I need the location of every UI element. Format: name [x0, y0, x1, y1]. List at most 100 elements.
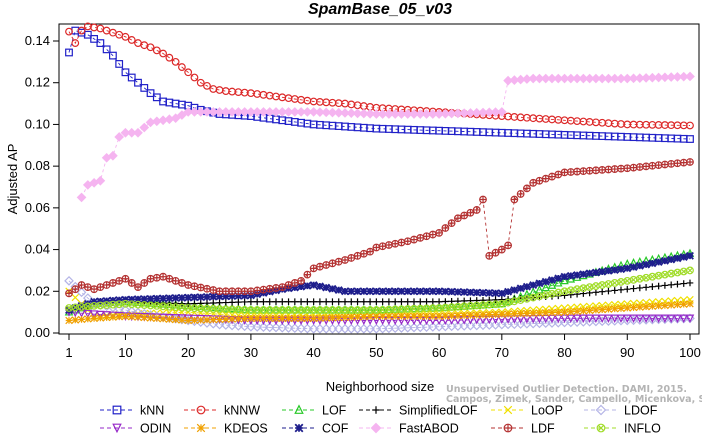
- data-point-cross: [505, 299, 511, 306]
- data-point-cross: [448, 219, 455, 227]
- data-point-cross: [649, 162, 656, 170]
- data-point: [370, 422, 382, 434]
- data-point-cross: [486, 301, 493, 308]
- data-point: [297, 314, 305, 323]
- data-point-cross: [197, 284, 205, 291]
- data-point: [547, 73, 557, 84]
- data-point: [516, 309, 525, 318]
- data-point: [121, 312, 130, 321]
- data-point-cross: [247, 287, 255, 295]
- data-point: [134, 78, 142, 87]
- data-point-cross: [649, 273, 656, 280]
- series-line: [68, 290, 691, 317]
- data-point: [146, 294, 155, 303]
- data-point-cross: [360, 250, 368, 258]
- data-point: [102, 45, 111, 54]
- legend-label: COF: [322, 422, 349, 434]
- data-point-cross: [248, 307, 254, 313]
- data-point-cross: [379, 307, 386, 313]
- data-point-cross: [178, 279, 186, 287]
- data-point: [642, 302, 650, 311]
- data-point-cross: [266, 307, 273, 313]
- data-point: [197, 316, 205, 324]
- data-point: [190, 293, 199, 302]
- data-point: [277, 322, 288, 333]
- series-ldf: [65, 158, 694, 298]
- data-point: [240, 291, 249, 300]
- data-point: [661, 282, 669, 289]
- data-point-cross: [492, 301, 499, 307]
- data-point-cross: [316, 263, 324, 270]
- data-point: [384, 287, 393, 296]
- data-point-cross: [128, 301, 135, 307]
- data-point-cross: [278, 283, 286, 291]
- data-point-cross: [241, 307, 248, 313]
- data-point-cross: [636, 163, 644, 171]
- data-point: [496, 107, 507, 117]
- data-point: [379, 298, 386, 306]
- data-point-cross: [116, 301, 122, 307]
- data-point: [240, 304, 249, 314]
- data-point-cross: [341, 256, 349, 264]
- data-point: [90, 297, 99, 306]
- data-point: [266, 298, 274, 306]
- data-point-cross: [398, 239, 405, 246]
- data-point: [112, 405, 122, 415]
- data-point: [629, 303, 638, 312]
- data-point: [547, 280, 557, 289]
- legend-label: kNNW: [224, 404, 260, 418]
- data-point-cross: [555, 289, 562, 296]
- data-point: [648, 259, 657, 268]
- data-point-cross: [141, 302, 148, 308]
- data-point: [352, 323, 363, 334]
- x-tick-label: 50: [369, 345, 383, 360]
- data-point-cross: [172, 277, 179, 285]
- data-point: [215, 315, 224, 324]
- data-point: [598, 267, 607, 276]
- data-point: [391, 287, 400, 296]
- data-point: [385, 298, 393, 306]
- data-point-cross: [135, 301, 141, 308]
- data-point: [214, 319, 225, 330]
- data-point: [114, 132, 125, 142]
- data-point: [328, 284, 337, 293]
- data-point: [258, 322, 269, 333]
- legend-item-ldof: LDOF: [584, 404, 658, 418]
- data-point: [335, 313, 343, 322]
- data-point: [171, 57, 180, 66]
- data-point-cross: [128, 279, 136, 287]
- legend-item-knnw: kNNW: [184, 404, 260, 418]
- data-point: [560, 308, 569, 316]
- data-point: [171, 315, 180, 324]
- data-point-cross: [592, 167, 600, 174]
- data-point: [196, 78, 205, 87]
- data-point: [189, 107, 200, 117]
- data-point: [377, 109, 388, 119]
- data-point: [649, 283, 656, 290]
- data-point: [416, 298, 424, 306]
- data-point: [102, 296, 111, 305]
- data-point-cross: [109, 279, 117, 287]
- data-point: [302, 107, 313, 117]
- data-point-cross: [643, 274, 649, 281]
- data-point: [283, 323, 294, 333]
- data-point: [610, 266, 619, 274]
- data-point: [680, 280, 688, 287]
- data-point-cross: [354, 307, 361, 313]
- data-point: [396, 109, 407, 119]
- legend-label: FastABOD: [399, 422, 459, 434]
- data-point: [397, 312, 406, 321]
- legend-item-odin: ODIN: [100, 422, 171, 434]
- data-point: [673, 300, 682, 309]
- data-point: [303, 314, 312, 323]
- data-point-cross: [423, 232, 430, 240]
- data-point: [228, 315, 236, 323]
- data-point: [102, 313, 111, 322]
- data-point: [71, 293, 79, 302]
- data-point-cross: [310, 265, 317, 272]
- data-point-cross: [442, 304, 449, 311]
- data-point: [485, 310, 493, 319]
- data-point: [685, 314, 695, 324]
- data-point: [529, 281, 538, 289]
- data-point: [152, 93, 161, 102]
